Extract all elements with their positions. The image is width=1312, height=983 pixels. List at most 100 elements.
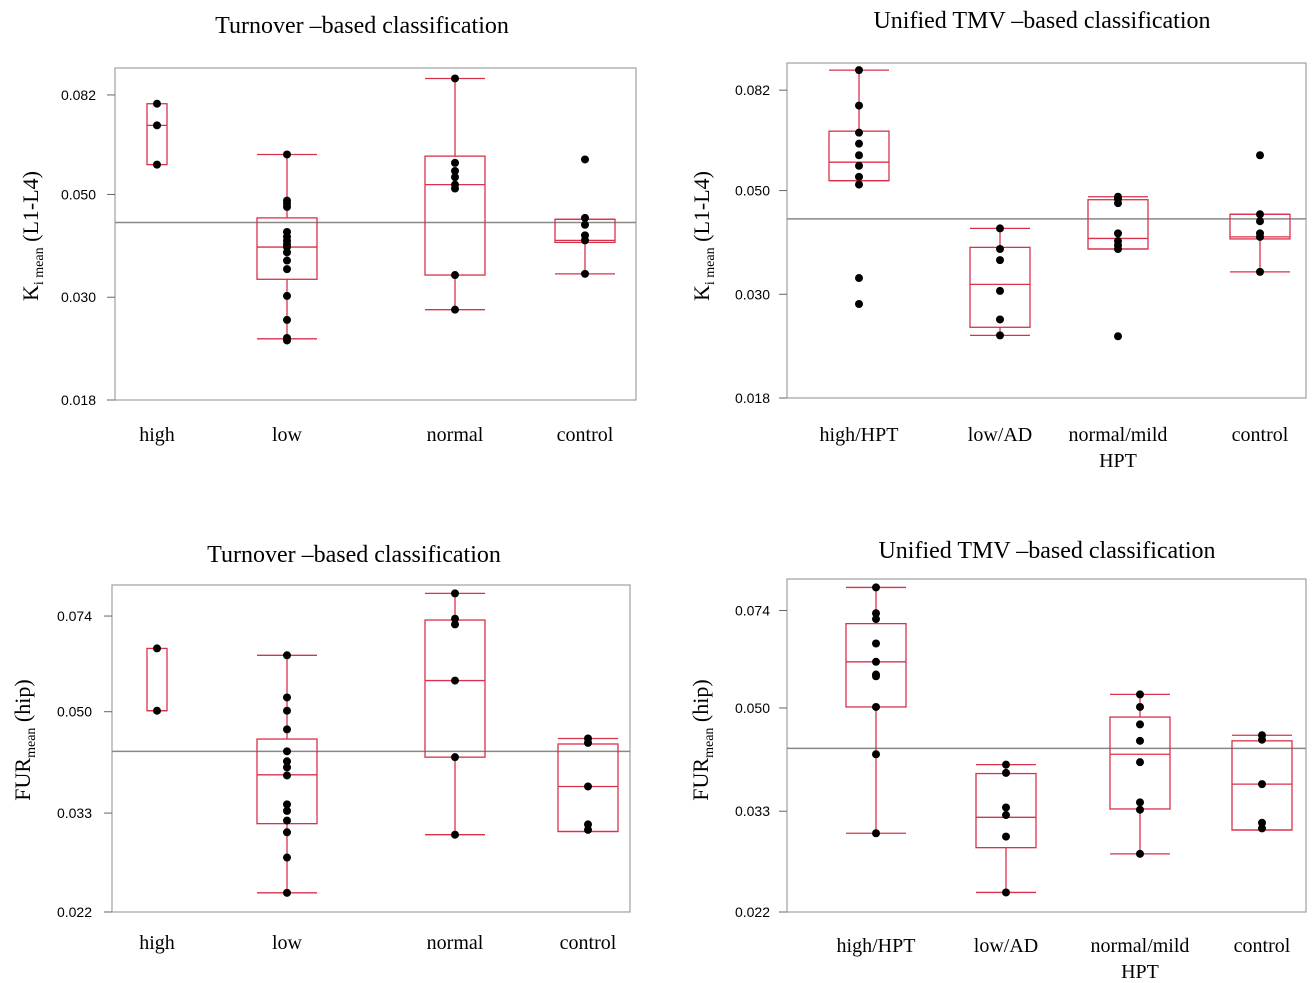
data-point (153, 644, 161, 653)
box (256, 217, 318, 280)
data-point (996, 256, 1004, 265)
data-point (283, 336, 291, 345)
category-label: normal (427, 932, 484, 954)
data-point (1256, 267, 1264, 276)
plot-frame (111, 584, 631, 913)
data-point (855, 299, 863, 308)
y-axis-label: FURmean (hip) (688, 679, 717, 800)
data-point (451, 305, 459, 314)
y-tick-label: 0.082 (735, 82, 770, 98)
data-point (451, 830, 459, 839)
data-point (283, 806, 291, 815)
category-label: low (272, 424, 303, 446)
category-label: low/AD (968, 424, 1032, 446)
y-tick-label: 0.030 (61, 289, 96, 305)
data-point (283, 757, 291, 766)
data-point (451, 614, 459, 623)
y-tick-label: 0.074 (735, 603, 770, 619)
data-point (283, 315, 291, 324)
data-point (283, 888, 291, 897)
data-point (1114, 244, 1122, 253)
data-point (855, 139, 863, 148)
data-point (855, 172, 863, 181)
category-label: control (1234, 935, 1291, 957)
data-point (1256, 232, 1264, 241)
data-point (283, 725, 291, 734)
data-point (584, 738, 592, 747)
chart-title: Turnover –based classification (215, 13, 509, 39)
box (424, 619, 486, 758)
category-label: high/HPT (837, 935, 916, 957)
data-point (1258, 818, 1266, 827)
data-point (855, 151, 863, 160)
data-point (283, 747, 291, 756)
data-point (581, 220, 589, 229)
data-point (1114, 332, 1122, 341)
data-point (872, 657, 880, 666)
data-point (996, 244, 1004, 253)
data-point (872, 702, 880, 711)
data-point (1136, 736, 1144, 745)
data-point (283, 256, 291, 265)
category-group: control (557, 734, 619, 954)
data-point (1002, 811, 1010, 820)
y-axis-label: FURmean (hip) (10, 679, 39, 800)
category-group: low/AD (974, 760, 1038, 957)
data-point (581, 269, 589, 278)
data-point (451, 271, 459, 280)
data-point (584, 820, 592, 829)
data-point (451, 158, 459, 167)
category-group: normal/mild HPT (1091, 690, 1190, 983)
y-tick-label: 0.082 (61, 87, 96, 103)
data-point (996, 286, 1004, 295)
data-point (855, 274, 863, 283)
data-point (153, 160, 161, 169)
data-point (283, 771, 291, 780)
data-point (1136, 690, 1144, 699)
data-point (283, 853, 291, 862)
category-group: control (1229, 151, 1291, 446)
data-point (283, 828, 291, 837)
data-point (283, 248, 291, 257)
data-point (872, 750, 880, 759)
data-point (153, 706, 161, 715)
category-group: low (256, 150, 318, 446)
category-group: normal (424, 74, 486, 446)
category-group: high/HPT (820, 66, 899, 446)
data-point (451, 74, 459, 83)
data-point (1114, 229, 1122, 238)
y-tick-label: 0.022 (735, 904, 770, 920)
box (146, 647, 168, 712)
data-point (1256, 210, 1264, 219)
data-point (1002, 888, 1010, 897)
data-point (283, 202, 291, 211)
data-point (451, 753, 459, 762)
category-label: normal/mild (1091, 935, 1190, 957)
data-point (283, 763, 291, 772)
category-group: normal/mild HPT (1069, 192, 1167, 472)
data-point (855, 101, 863, 110)
data-point (996, 331, 1004, 340)
category-label: normal (427, 424, 484, 446)
data-point (996, 315, 1004, 324)
data-point (1256, 217, 1264, 226)
box (146, 103, 168, 166)
category-label: low/AD (974, 935, 1038, 957)
chart-title: Unified TMV –based classification (878, 538, 1215, 564)
data-point (1136, 702, 1144, 711)
chart-title: Turnover –based classification (207, 542, 501, 568)
chart-panel-1: Turnover –based classification Ki mean (L… (18, 13, 637, 446)
y-tick-label: 0.018 (735, 390, 770, 406)
y-tick-label: 0.050 (735, 700, 770, 716)
category-label: low (272, 932, 303, 954)
y-axis-label: Ki mean (L1-L4) (18, 171, 47, 301)
data-point (153, 121, 161, 130)
data-point (855, 128, 863, 137)
category-group: high (139, 99, 175, 446)
data-point (872, 672, 880, 681)
category-label: high/HPT (820, 424, 899, 446)
y-tick-label: 0.018 (61, 392, 96, 408)
y-axis-label: Ki mean (L1-L4) (689, 171, 718, 301)
data-point (1136, 798, 1144, 807)
